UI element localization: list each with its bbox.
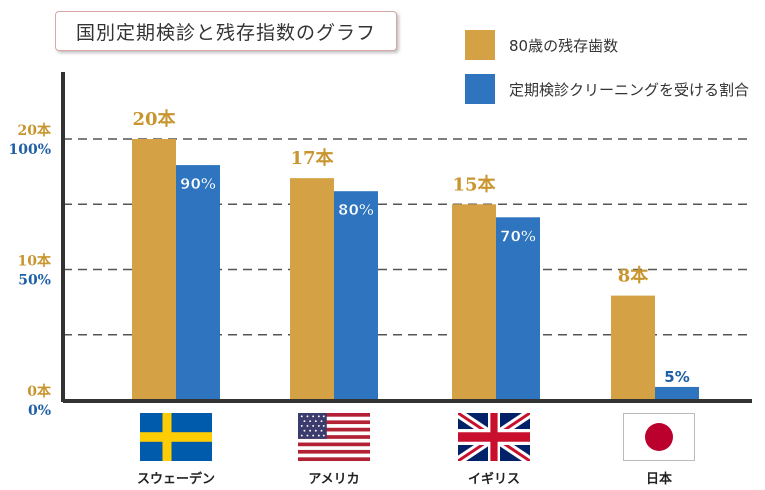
legend-swatch-teeth xyxy=(465,30,495,60)
data-label-screening-1: 80% xyxy=(338,201,374,219)
bar-teeth-0 xyxy=(132,139,176,400)
tick-right-2: 100% xyxy=(8,142,51,158)
legend-swatch-screening xyxy=(465,74,495,104)
tick-right-1: 50% xyxy=(18,273,51,289)
legend-label-teeth: 80歳の残存歯数 xyxy=(509,36,619,55)
tick-right-0: 0% xyxy=(28,403,51,419)
bar-screening-3 xyxy=(655,386,699,400)
bar-teeth-2 xyxy=(452,204,496,400)
data-label-teeth-1: 17本 xyxy=(290,147,333,169)
bar-screening-0 xyxy=(176,165,220,400)
country-label-sweden: スウェーデン xyxy=(136,472,215,487)
usa-flag-icon xyxy=(298,413,370,461)
data-label-screening-2: 70% xyxy=(500,227,536,245)
sweden-flag-icon xyxy=(140,413,212,461)
japan-flag-icon xyxy=(623,413,695,461)
legend-item-teeth: 80歳の残存歯数 xyxy=(465,30,618,60)
tick-left-0: 0本 xyxy=(27,383,52,400)
bar-screening-2 xyxy=(496,217,540,400)
legend-item-screening: 定期検診クリーニングを受ける割合 xyxy=(465,74,749,104)
data-label-screening-0: 90% xyxy=(180,175,216,193)
bar-teeth-3 xyxy=(611,295,655,400)
bar-screening-1 xyxy=(334,191,378,400)
country-label-uk: イギリス xyxy=(467,472,520,487)
chart-title: 国別定期検診と残存指数のグラフ xyxy=(55,11,397,51)
legend-label-screening: 定期検診クリーニングを受ける割合 xyxy=(509,80,750,99)
country-label-japan: 日本 xyxy=(645,472,672,487)
uk-flag-icon xyxy=(458,413,530,461)
data-label-teeth-0: 20本 xyxy=(132,108,175,130)
tick-left-2: 20本 xyxy=(18,122,52,139)
country-label-usa: アメリカ xyxy=(308,472,360,487)
data-label-teeth-3: 8本 xyxy=(618,265,649,287)
tick-left-1: 10本 xyxy=(18,253,52,270)
data-label-teeth-2: 15本 xyxy=(452,173,495,195)
data-label-screening-3: 5% xyxy=(664,368,689,386)
bar-teeth-1 xyxy=(290,178,334,400)
